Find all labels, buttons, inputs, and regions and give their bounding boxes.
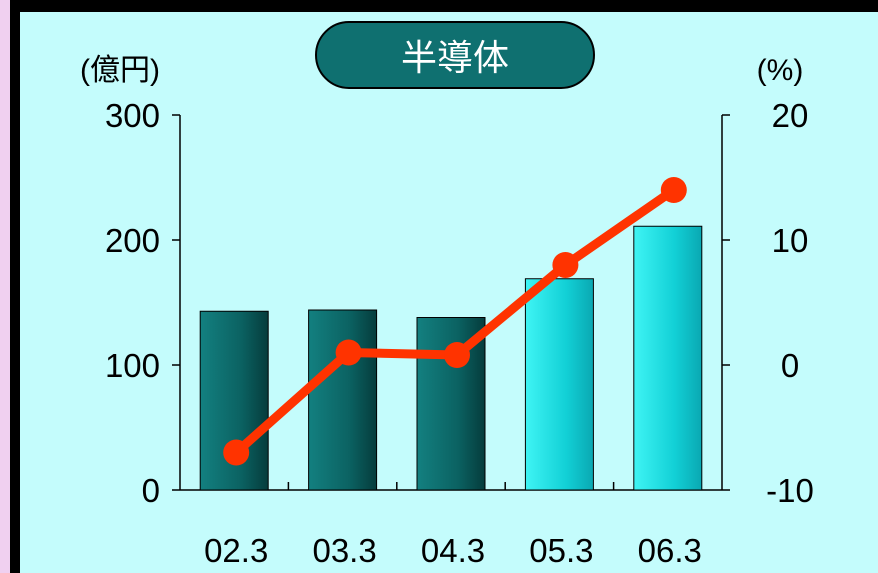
growth-point [661, 177, 687, 203]
y-right-tick-label: 0 [781, 347, 799, 384]
growth-point [223, 440, 249, 466]
x-tick-label: 04.3 [421, 532, 485, 569]
y-left-tick-label: 100 [105, 347, 160, 384]
y-right-tick-label: 20 [772, 97, 809, 134]
y-right-tick-label: 10 [772, 222, 809, 259]
growth-point [444, 342, 470, 368]
y-left-tick-label: 0 [142, 472, 160, 509]
growth-point [552, 252, 578, 278]
x-tick-label: 03.3 [312, 532, 376, 569]
y-left-tick-label: 300 [105, 97, 160, 134]
bar [525, 279, 593, 490]
y-right-axis-label: (%) [757, 54, 804, 87]
x-tick-label: 06.3 [638, 532, 702, 569]
chart-title: 半導体 [401, 38, 509, 79]
bar [309, 310, 377, 490]
x-tick-label: 05.3 [529, 532, 593, 569]
y-left-tick-label: 200 [105, 222, 160, 259]
x-tick-label: 02.3 [204, 532, 268, 569]
y-left-axis-label: (億円) [80, 54, 160, 87]
bar [634, 226, 702, 490]
y-right-tick-label: -10 [766, 472, 814, 509]
growth-point [336, 340, 362, 366]
